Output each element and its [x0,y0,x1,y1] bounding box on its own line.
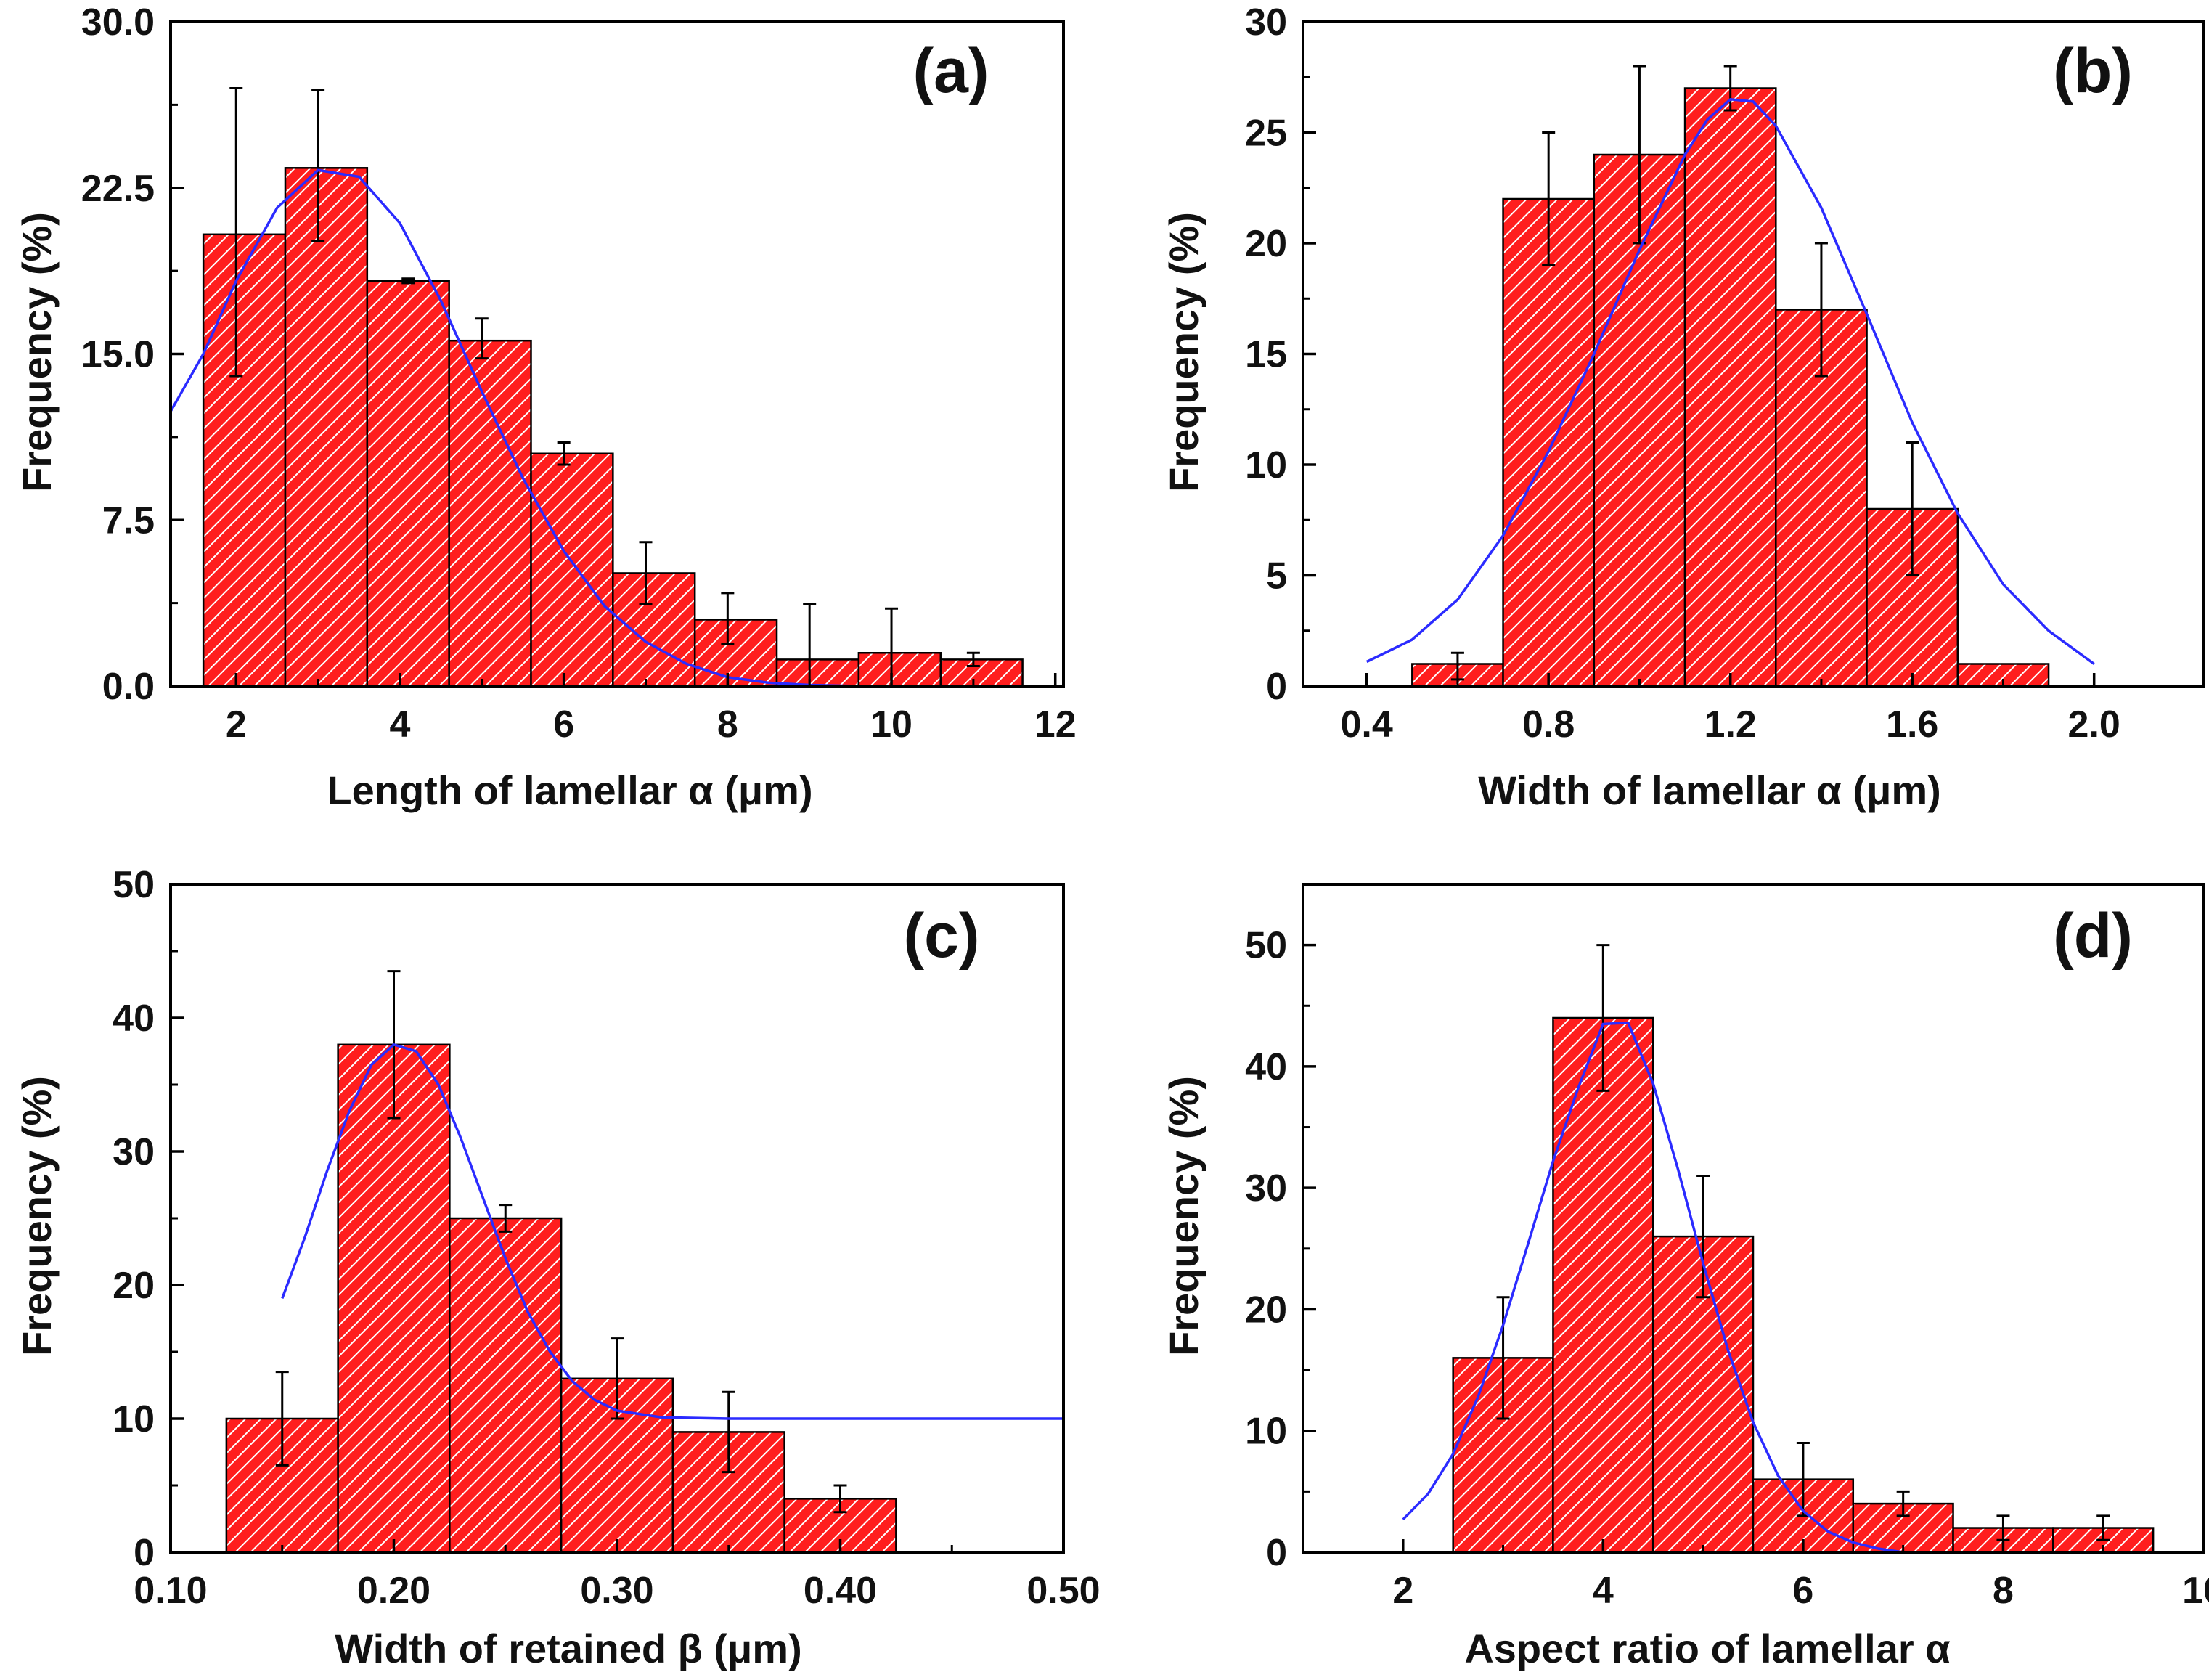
y-tick-label: 30 [113,1131,155,1173]
panel-c-x-axis-title: Width of retained β (μm) [335,1626,801,1671]
bar [284,167,369,688]
y-tick-label: 10 [1245,444,1287,486]
y-tick-label: 50 [113,864,155,906]
x-tick-label: 2 [226,704,247,746]
bar [449,1217,563,1554]
y-tick-label: 5 [1266,555,1287,598]
x-tick-label: 0.50 [1026,1570,1100,1612]
panel-d-x-axis-title: Aspect ratio of lamellar α [1464,1626,1950,1671]
panel-a-y-axis-title: Frequency (%) [14,212,60,492]
y-tick-label: 30 [1245,1,1287,44]
x-tick-label: 0.10 [134,1570,207,1612]
x-tick-label: 0.8 [1522,704,1575,746]
x-tick-label: 0.20 [357,1570,430,1612]
x-tick-label: 10 [2182,1570,2209,1612]
fit-curve [1365,97,2095,665]
y-tick-label: 30.0 [81,1,155,44]
bar [1502,197,1596,688]
panel-b: (b) Width of lamellar α (μm) Frequency (… [1161,1,2205,813]
panel-a-label: (a) [912,36,989,106]
panel-b-plot: 0.4 0.8 1.2 1.6 2.0 0 5 10 15 20 25 30 [1245,1,2205,746]
x-tick-label: 6 [553,704,574,746]
x-tick-label: 2.0 [2068,704,2120,746]
panel-d-plot: 2 4 6 8 10 0 10 20 30 40 50 [1245,883,2209,1612]
fit-curve [169,168,859,688]
bar [202,233,287,688]
x-tick-label: 10 [870,704,912,746]
y-tick-label: 20 [113,1265,155,1307]
x-tick-label: 8 [1993,1570,2014,1612]
x-tick-label: 8 [717,704,738,746]
y-tick-label: 0.0 [102,666,155,708]
panel-c: (c) Width of retained β (μm) Frequency (… [14,864,1101,1671]
panel-b-x-axis-title: Width of lamellar α (μm) [1478,767,1941,813]
panel-a-plot: 2 4 6 8 10 12 0.0 7.5 15.0 22.5 30.0 [81,1,1077,746]
panel-d: (d) Aspect ratio of lamellar α Frequency… [1161,883,2209,1671]
x-tick-label: 4 [390,704,411,746]
y-tick-label: 50 [1245,925,1287,967]
y-tick-label: 0 [1266,1532,1287,1574]
x-tick-label: 6 [1792,1570,1813,1612]
bar [530,452,614,688]
x-tick-label: 4 [1593,1570,1614,1612]
x-tick-label: 1.6 [1886,704,1938,746]
y-tick-label: 20 [1245,1289,1287,1331]
y-tick-label: 20 [1245,223,1287,265]
x-tick-label: 0.4 [1341,704,1393,746]
panel-a-x-axis-title: Length of lamellar α (μm) [327,767,812,813]
fit-curve [281,1043,1063,1420]
y-tick-label: 40 [113,998,155,1040]
y-tick-label: 15.0 [81,334,155,376]
panel-d-y-axis-title: Frequency (%) [1161,1076,1206,1356]
panel-b-label: (b) [2053,36,2133,106]
y-tick-label: 10 [1245,1411,1287,1453]
axes-frame [1302,883,2205,1554]
bar [857,652,942,688]
panel-c-y-axis-title: Frequency (%) [14,1076,60,1356]
y-tick-label: 40 [1245,1046,1287,1088]
x-tick-label: 12 [1034,704,1077,746]
bar [693,619,778,688]
panel-c-label: (c) [903,901,979,971]
x-tick-label: 0.30 [580,1570,653,1612]
bar [612,572,696,688]
bar [448,339,532,688]
panel-d-label: (d) [2053,901,2133,971]
fit-curve [1402,1021,1903,1554]
panel-b-y-axis-title: Frequency (%) [1161,212,1206,492]
bar [1775,309,1868,688]
bar [337,1043,451,1554]
y-tick-label: 0 [1266,666,1287,708]
y-tick-label: 22.5 [81,168,155,210]
panel-a: (a) Length of lamellar α (μm) Frequency … [14,1,1077,813]
x-tick-label: 1.2 [1704,704,1757,746]
panel-c-plot: 0.10 0.20 0.30 0.40 0.50 0 10 20 30 40 50 [113,864,1100,1612]
bar [775,658,860,688]
y-tick-label: 0 [134,1532,155,1574]
y-tick-label: 10 [113,1398,155,1440]
y-tick-label: 15 [1245,334,1287,376]
bar [1683,87,1777,688]
bar [939,658,1024,688]
bar [1552,1016,1654,1554]
y-tick-label: 7.5 [102,499,155,542]
x-tick-label: 2 [1392,1570,1413,1612]
bar [366,280,450,688]
y-tick-label: 30 [1245,1167,1287,1210]
y-tick-label: 25 [1245,113,1287,155]
x-tick-label: 0.40 [804,1570,877,1612]
